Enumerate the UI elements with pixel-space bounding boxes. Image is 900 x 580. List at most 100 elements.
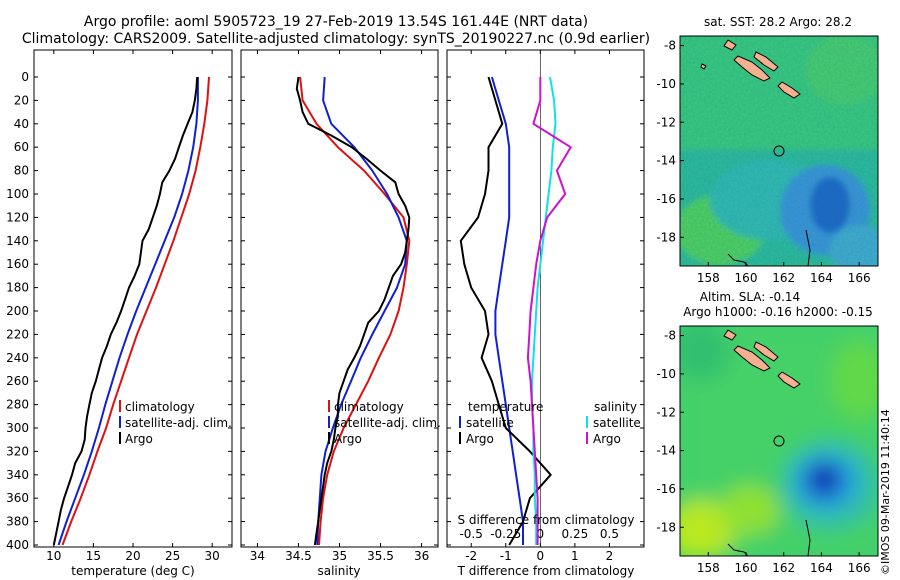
lat-tick-label: -10: [656, 77, 676, 91]
salinity-legend: climatology satellite-adj. clim. Argo: [328, 400, 441, 446]
lon-tick-label: 164: [810, 271, 833, 285]
x-tick-label: 36: [414, 549, 429, 563]
map-bottom-axes: 158 160 162 164 166 -8 -10 -12 -14 -16 -18: [656, 329, 870, 575]
s-tick-label: -0.5: [459, 527, 482, 541]
legend-label-s-satellite: satellite: [593, 416, 641, 430]
land-islands: [700, 39, 801, 99]
lon-tick-label: 160: [735, 271, 758, 285]
difference-top-axis-label: S difference from climatology: [458, 513, 635, 527]
map-bottom-title-2: Argo h1000: -0.16 h2000: -0.15: [683, 305, 873, 319]
lon-tick-label: 162: [772, 561, 795, 575]
depth-tick-label: 240: [6, 351, 29, 365]
depth-tick-label: 380: [6, 515, 29, 529]
legend-title-salinity: salinity: [594, 400, 637, 414]
depth-tick-label: 200: [6, 304, 29, 318]
temperature-xlabel: temperature (deg C): [71, 564, 194, 578]
lon-tick-label: 166: [848, 271, 871, 285]
sla-map: [680, 326, 878, 556]
depth-tick-label: 280: [6, 398, 29, 412]
lat-tick-label: -18: [656, 230, 676, 244]
lat-tick-label: -12: [656, 405, 676, 419]
legend-label-climatology: climatology: [125, 400, 195, 414]
legend-label-satellite-adj: satellite-adj. clim.: [334, 416, 441, 430]
depth-tick-label: 120: [6, 210, 29, 224]
lat-tick-label: -18: [656, 520, 676, 534]
legend-label-argo: Argo: [334, 432, 362, 446]
series-line-argo: [52, 76, 199, 546]
lon-tick-label: 160: [735, 561, 758, 575]
x-tick-label: 25: [165, 549, 180, 563]
x-tick-label: 1: [571, 549, 579, 563]
map-bottom-title-1: Altim. SLA: -0.14: [700, 290, 800, 304]
legend-label-t-argo: Argo: [466, 432, 494, 446]
series-line-satellite-adj-clim-: [316, 76, 408, 546]
x-tick-label: 35.5: [367, 549, 394, 563]
series-line-satellite-adj-clim-: [57, 77, 199, 546]
series-line-s-argo: [526, 77, 572, 545]
series-line-s-satellite: [531, 76, 557, 545]
legend-label-climatology: climatology: [334, 400, 404, 414]
lat-tick-label: -12: [656, 115, 676, 129]
depth-tick-label: 400: [6, 538, 29, 552]
legend-label-satellite-adj: satellite-adj. clim.: [125, 416, 232, 430]
lon-tick-label: 164: [810, 561, 833, 575]
s-tick-label: 0.5: [600, 527, 619, 541]
sla-map-field: [680, 326, 878, 556]
lon-tick-label: 158: [697, 561, 720, 575]
depth-tick-label: 20: [14, 93, 29, 107]
series-line-climatology: [299, 76, 411, 546]
legend-label-s-argo: Argo: [593, 432, 621, 446]
legend-label-argo: Argo: [125, 432, 153, 446]
lon-tick-label: 166: [848, 561, 871, 575]
depth-tick-label: 100: [6, 187, 29, 201]
credit-text: ©IMOS 09-Mar-2019 11:40:14: [879, 409, 892, 575]
map-top-title: sat. SST: 28.2 Argo: 28.2: [704, 15, 852, 29]
series-line-argo: [295, 76, 411, 546]
difference-legend: temperature satellite Argo salinity sate…: [459, 400, 641, 446]
title-line-2: Climatology: CARS2009. Satellite-adjuste…: [22, 31, 650, 47]
series-line-climatology: [61, 76, 210, 546]
depth-tick-label: 260: [6, 374, 29, 388]
depth-tick-label: 340: [6, 468, 29, 482]
lat-tick-label: -16: [656, 482, 676, 496]
s-tick-label: 0: [536, 527, 544, 541]
depth-tick-label: 160: [6, 257, 29, 271]
argo-location-marker: [773, 145, 785, 157]
lat-tick-label: -14: [656, 154, 676, 168]
lon-tick-label: 162: [772, 271, 795, 285]
x-tick-label: 34.5: [285, 549, 312, 563]
land-islands: [723, 329, 801, 389]
difference-panel: -2 -1 0 1 2-0.5 -0.25 0 0.25 0.5: [447, 50, 644, 563]
sst-map: [680, 36, 878, 266]
lat-tick-label: -14: [656, 444, 676, 458]
lat-tick-label: -16: [656, 192, 676, 206]
depth-axis: 0 20 40 60 80 100 120 140 160 180 200 220 240 260 280 3…: [6, 70, 29, 552]
salinity-panel-frame: [240, 49, 439, 548]
depth-tick-label: 40: [14, 117, 29, 131]
x-tick-label: 20: [125, 549, 140, 563]
series-line-t-satellite: [490, 76, 524, 545]
difference-xlabel: T difference from climatology: [457, 564, 635, 578]
x-tick-label: 0: [536, 549, 544, 563]
legend-label-t-satellite: satellite: [466, 416, 514, 430]
legend-title-temperature: temperature: [468, 400, 543, 414]
temperature-legend: climatology satellite-adj. clim. Argo: [119, 400, 232, 446]
temperature-panel-frame: [33, 49, 233, 548]
depth-tick-label: 220: [6, 327, 29, 341]
x-tick-label: -2: [465, 549, 477, 563]
lat-tick-label: -10: [656, 367, 676, 381]
salinity-xlabel: salinity: [317, 564, 360, 578]
x-tick-label: -1: [500, 549, 512, 563]
depth-tick-label: 0: [21, 70, 29, 84]
lon-tick-label: 158: [697, 271, 720, 285]
depth-tick-label: 80: [14, 164, 29, 178]
lat-tick-label: -8: [664, 329, 676, 343]
depth-tick-label: 300: [6, 421, 29, 435]
depth-tick-label: 60: [14, 140, 29, 154]
x-tick-label: 30: [205, 549, 220, 563]
depth-tick-label: 140: [6, 234, 29, 248]
x-tick-label: 2: [606, 549, 614, 563]
difference-panel-frame: [446, 49, 645, 548]
title-line-1: Argo profile: aoml 5905723_19 27-Feb-201…: [84, 14, 588, 30]
